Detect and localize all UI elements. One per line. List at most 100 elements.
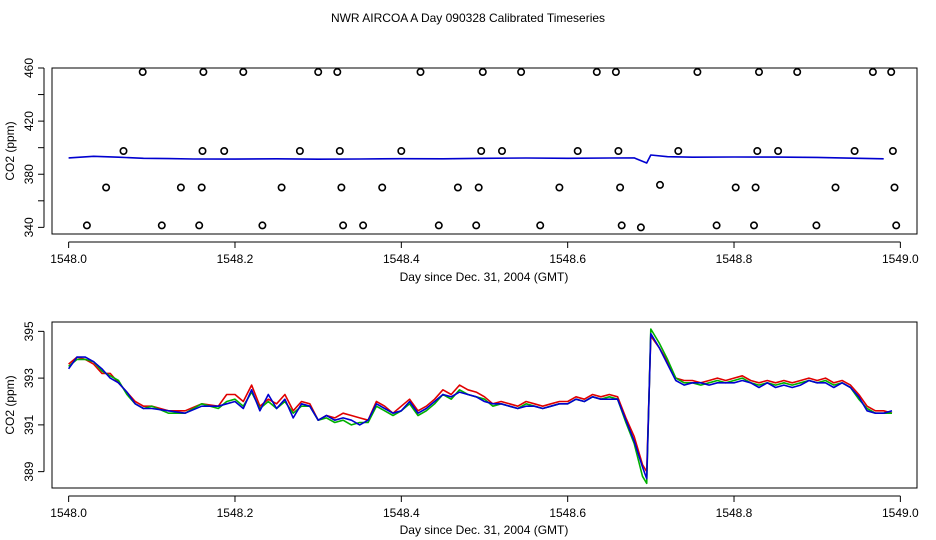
scatter-point bbox=[157, 221, 166, 230]
x-tick-label-top: 1548.4 bbox=[383, 252, 420, 266]
scatter-point bbox=[197, 183, 206, 192]
x-tick-label-bottom: 1548.2 bbox=[217, 506, 254, 520]
x-tick-label-bottom: 1548.0 bbox=[50, 506, 87, 520]
scatter-point bbox=[119, 147, 128, 156]
scatter-point bbox=[176, 183, 185, 192]
scatter-point bbox=[333, 68, 342, 77]
scatter-point bbox=[258, 221, 267, 230]
scatter-point bbox=[774, 147, 783, 156]
scatter-point bbox=[477, 147, 486, 156]
y-tick-label-top: 380 bbox=[22, 164, 36, 184]
x-tick-label-top: 1548.6 bbox=[549, 252, 586, 266]
y-tick-label-top: 340 bbox=[22, 217, 36, 237]
x-tick-label-bottom: 1548.4 bbox=[383, 506, 420, 520]
scatter-point bbox=[359, 221, 368, 230]
x-tick-label-bottom: 1549.0 bbox=[882, 506, 919, 520]
scatter-point bbox=[892, 221, 901, 230]
scatter-point bbox=[239, 68, 248, 77]
scatter-point bbox=[497, 147, 506, 156]
scatter-point bbox=[453, 183, 462, 192]
series-line-blue-top bbox=[68, 154, 884, 164]
series-bottom bbox=[67, 328, 893, 485]
scatter-point bbox=[472, 221, 481, 230]
scatter-point bbox=[478, 68, 487, 77]
scatter-point bbox=[314, 68, 323, 77]
scatter-point bbox=[536, 221, 545, 230]
scatter-point bbox=[220, 147, 229, 156]
plot-frame-top bbox=[51, 67, 918, 235]
scatter-point bbox=[655, 180, 664, 189]
series-line-blue-bottom bbox=[67, 332, 893, 480]
scatter-point bbox=[868, 68, 877, 77]
x-tick-label-bottom: 1548.8 bbox=[716, 506, 753, 520]
scatter-point bbox=[611, 68, 620, 77]
scatter-point bbox=[295, 147, 304, 156]
scatter-point bbox=[195, 221, 204, 230]
series-top bbox=[68, 154, 884, 164]
scatter-point bbox=[102, 183, 111, 192]
plot-frame-bottom bbox=[51, 321, 918, 489]
series-line-red-bottom bbox=[68, 335, 893, 473]
y-axis-bottom: 389 391 393 395 bbox=[22, 321, 45, 482]
scatter-point bbox=[831, 183, 840, 192]
scatter-point bbox=[277, 183, 286, 192]
scatter-point bbox=[712, 221, 721, 230]
scatter-point bbox=[337, 183, 346, 192]
y-tick-label-top: 460 bbox=[22, 58, 36, 78]
scatter-point bbox=[339, 221, 348, 230]
scatter-point bbox=[850, 147, 859, 156]
x-axis-top: 1548.0 1548.2 1548.4 1548.6 1548.8 1549.0 bbox=[50, 241, 919, 266]
y-axis-top: 340 380 420 460 bbox=[22, 58, 45, 237]
scatter-point bbox=[517, 68, 526, 77]
scatter-point bbox=[592, 68, 601, 77]
scatter-point bbox=[616, 183, 625, 192]
x-axis-bottom: 1548.0 1548.2 1548.4 1548.6 1548.8 1549.0 bbox=[50, 495, 919, 520]
scatter-point bbox=[812, 221, 821, 230]
scatter-point bbox=[474, 183, 483, 192]
scatter-point bbox=[555, 183, 564, 192]
scatter-point bbox=[731, 183, 740, 192]
x-axis-label-top: Day since Dec. 31, 2004 (GMT) bbox=[400, 270, 569, 284]
scatter-point bbox=[749, 221, 758, 230]
scatter-point bbox=[636, 223, 645, 232]
x-axis-label-bottom: Day since Dec. 31, 2004 (GMT) bbox=[400, 523, 569, 537]
scatter-point bbox=[614, 147, 623, 156]
scatter-point bbox=[751, 183, 760, 192]
scatter-point bbox=[754, 68, 763, 77]
scatter-point bbox=[416, 68, 425, 77]
scatter-point bbox=[397, 147, 406, 156]
y-tick-label-top: 420 bbox=[22, 111, 36, 131]
x-tick-label-top: 1548.0 bbox=[50, 252, 87, 266]
scatter-point bbox=[753, 147, 762, 156]
scatter-points-top bbox=[82, 68, 901, 232]
scatter-point bbox=[82, 221, 91, 230]
x-tick-label-bottom: 1548.6 bbox=[549, 506, 586, 520]
x-tick-label-top: 1548.8 bbox=[716, 252, 753, 266]
scatter-point bbox=[793, 68, 802, 77]
y-axis-label-bottom: CO2 (ppm) bbox=[3, 375, 17, 434]
scatter-point bbox=[890, 183, 899, 192]
scatter-point bbox=[434, 221, 443, 230]
chart-title: NWR AIRCOA A Day 090328 Calibrated Times… bbox=[331, 11, 605, 25]
scatter-point bbox=[198, 147, 207, 156]
scatter-point bbox=[693, 68, 702, 77]
scatter-point bbox=[887, 68, 896, 77]
y-tick-label-bottom: 393 bbox=[22, 368, 36, 388]
y-tick-label-bottom: 389 bbox=[22, 461, 36, 481]
scatter-point bbox=[617, 221, 626, 230]
scatter-point bbox=[674, 147, 683, 156]
scatter-point bbox=[378, 183, 387, 192]
panel-top: 1548.0 1548.2 1548.4 1548.6 1548.8 1549.0 340… bbox=[3, 58, 919, 284]
y-tick-label-bottom: 395 bbox=[22, 321, 36, 341]
scatter-point bbox=[199, 68, 208, 77]
scatter-point bbox=[138, 68, 147, 77]
x-tick-label-top: 1549.0 bbox=[882, 252, 919, 266]
panel-bottom: 1548.0 1548.2 1548.4 1548.6 1548.8 1549.0 389… bbox=[3, 321, 919, 537]
y-tick-label-bottom: 391 bbox=[22, 415, 36, 435]
scatter-point bbox=[335, 147, 344, 156]
x-tick-label-top: 1548.2 bbox=[217, 252, 254, 266]
y-axis-label-top: CO2 (ppm) bbox=[3, 121, 17, 180]
scatter-point bbox=[888, 147, 897, 156]
